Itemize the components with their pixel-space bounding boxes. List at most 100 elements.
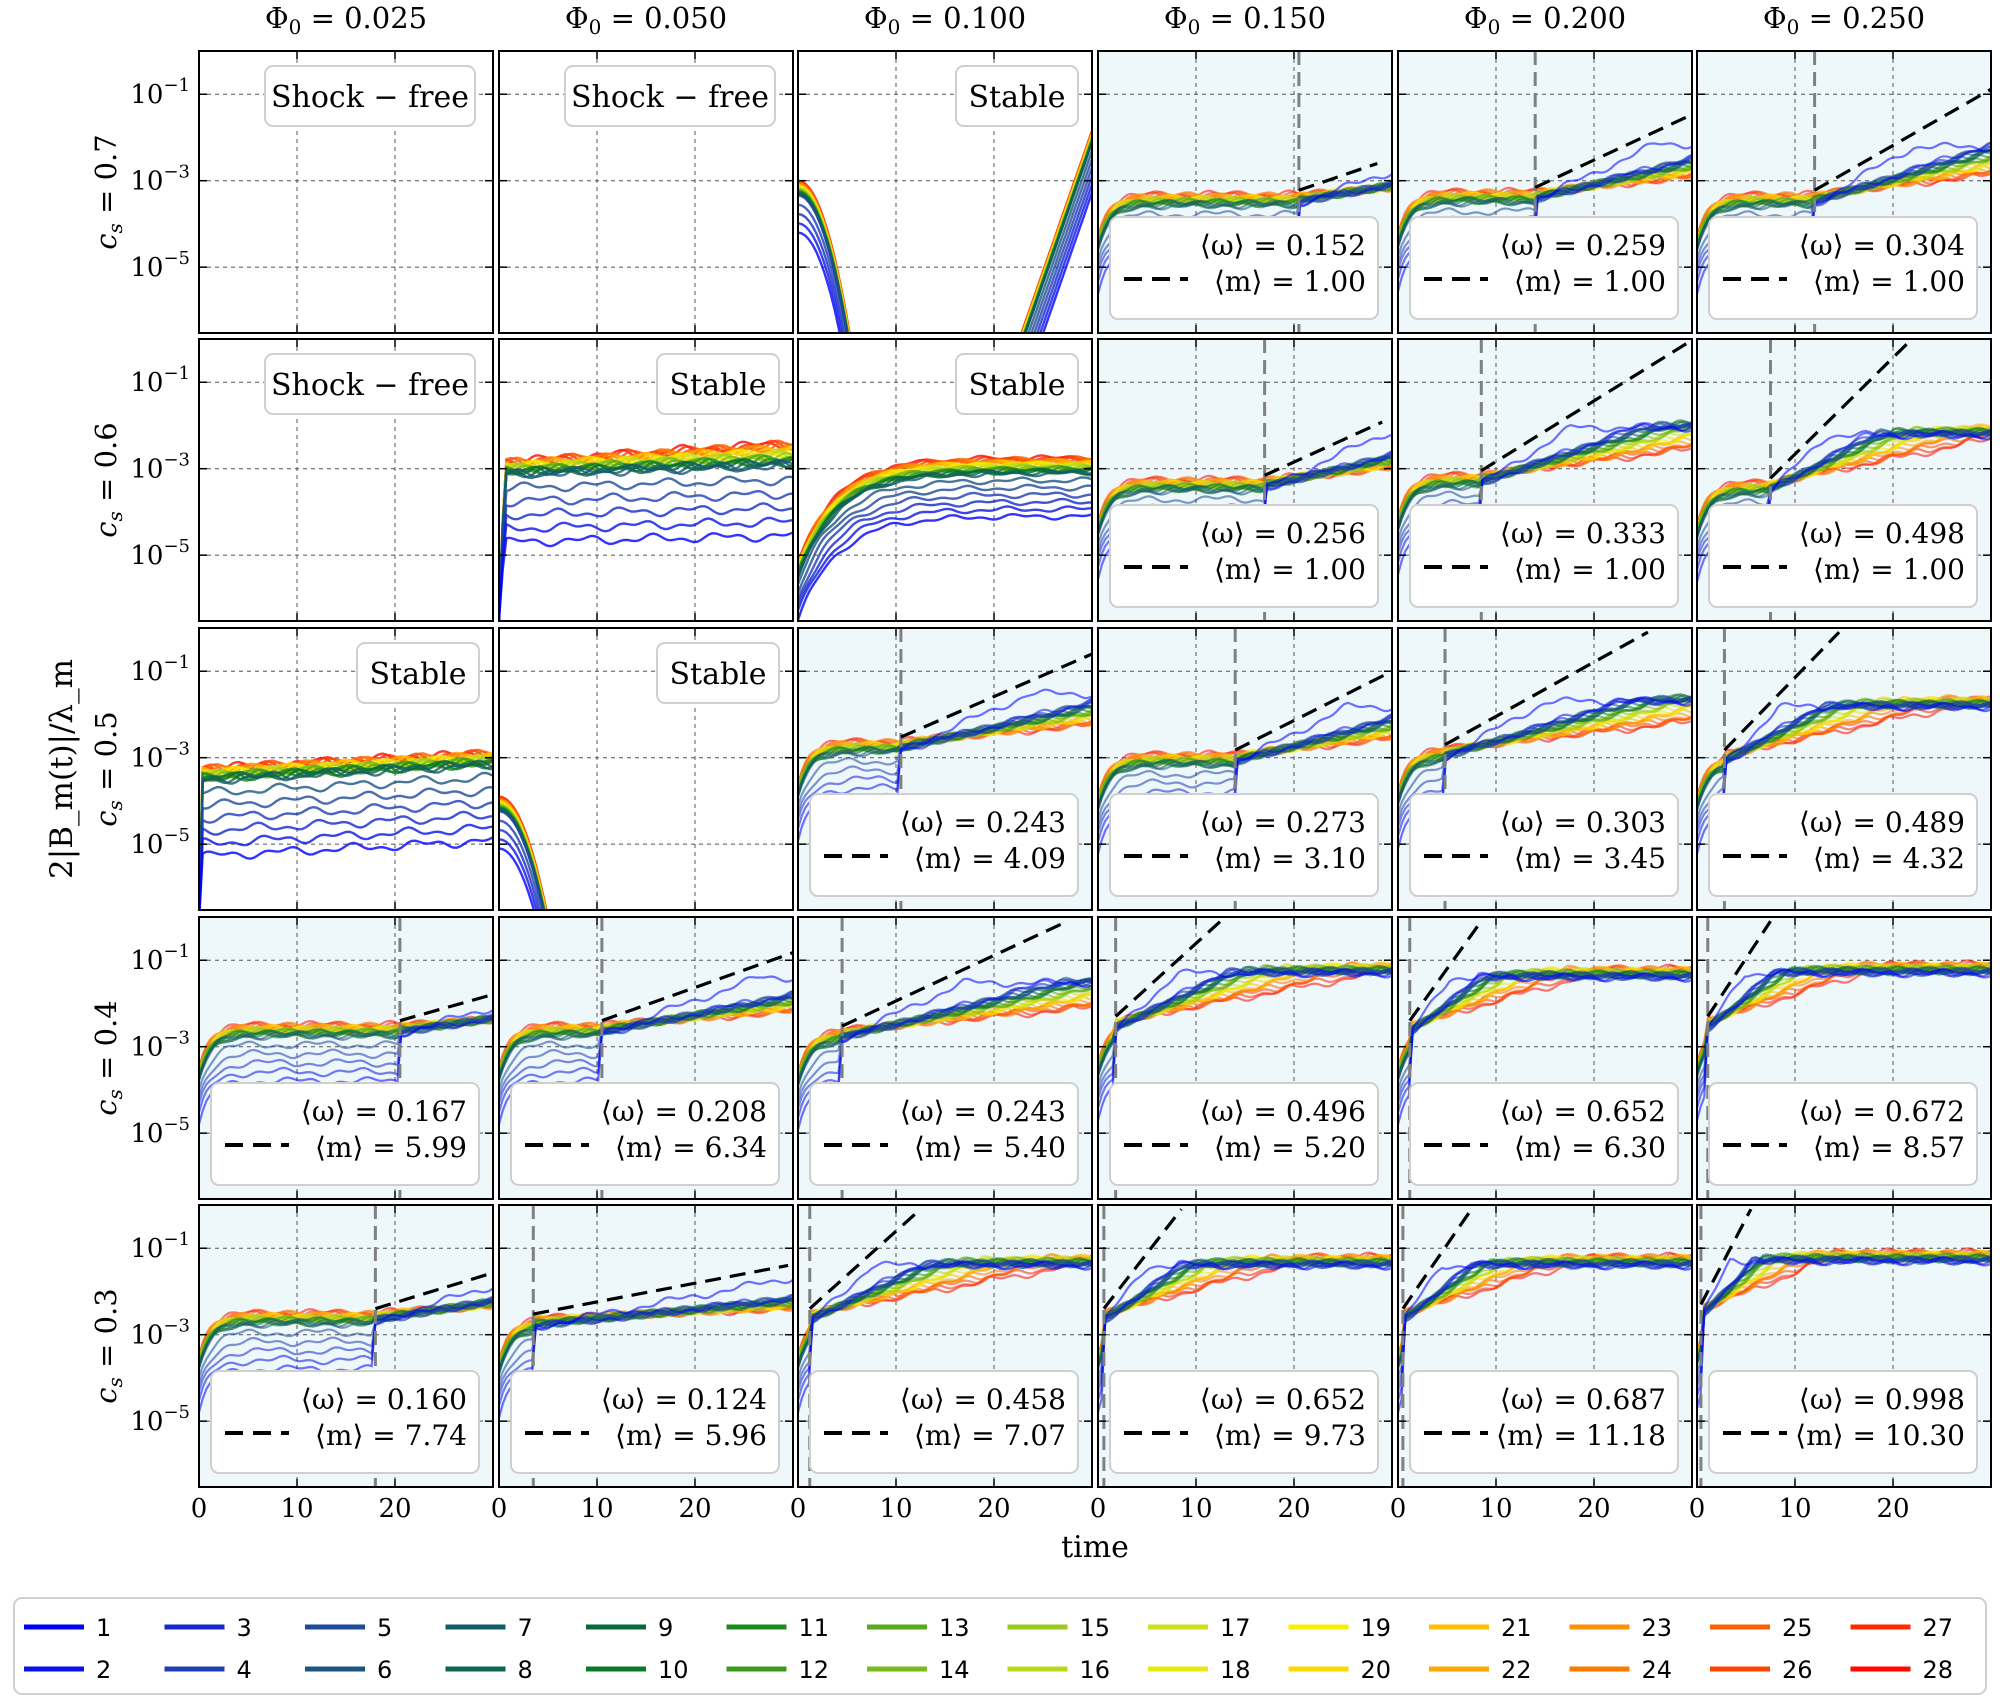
mode-curve-4 (199, 1295, 493, 1385)
x-tick-label: 10 (1778, 1494, 1811, 1524)
y-tick-label: 10−3 (130, 1316, 190, 1351)
mode-curve-1 (199, 836, 493, 910)
panel-grid: Shock − free Shock − free Stable ⟨ω⟩ = 0.15… (198, 50, 1992, 1488)
mode-curves (1697, 917, 1991, 1199)
fit-legend-box (1409, 504, 1679, 608)
omega-value: ⟨ω⟩ = 0.303 (1500, 806, 1666, 839)
panel-frame (1097, 338, 1393, 622)
state-label: Shock − free (571, 80, 769, 115)
growth-fit-line (1723, 631, 1841, 752)
omega-value: ⟨ω⟩ = 0.498 (1799, 517, 1965, 550)
mode-curve-6 (499, 459, 793, 621)
state-label: Stable (669, 368, 766, 403)
m-value: ⟨m⟩ = 7.74 (315, 1419, 467, 1452)
mode-curve-2 (499, 516, 793, 621)
mode-curve-6 (1098, 456, 1392, 535)
omega-value: ⟨ω⟩ = 0.243 (900, 806, 1066, 839)
mode-curves (1098, 917, 1392, 1199)
m-value: ⟨m⟩ = 5.40 (914, 1131, 1066, 1164)
mode-curves (499, 917, 793, 1199)
fit-legend-box (1409, 793, 1679, 897)
panel-frame (797, 627, 1093, 911)
legend: 1234567891011121314151617181920212223242… (13, 1597, 1987, 1695)
mode-curve-2 (798, 699, 1092, 829)
x-tick-label: 0 (1390, 1494, 1407, 1524)
panel-frame (1696, 627, 1992, 911)
fit-legend-box (1708, 216, 1978, 320)
mode-curve-7 (199, 759, 493, 910)
legend-label: 18 (1220, 1656, 1251, 1684)
x-tick-label: 10 (879, 1494, 912, 1524)
mode-curve-4 (1398, 421, 1692, 547)
panel-frame (1696, 1204, 1992, 1488)
mode-curve-8 (798, 468, 1092, 578)
x-tick-label: 20 (1577, 1494, 1610, 1524)
column-header: Φ0 = 0.050 (565, 1, 727, 39)
mode-curve-1 (1697, 701, 1991, 855)
column-header: Φ0 = 0.150 (1164, 1, 1326, 39)
mode-curves (1398, 628, 1692, 910)
mode-curve-10 (199, 759, 493, 910)
legend-label: 5 (377, 1614, 392, 1642)
legend-label: 25 (1782, 1614, 1813, 1642)
mode-curve-4 (798, 167, 1092, 333)
y-tick-label: 10−3 (130, 162, 190, 197)
panel-r5-c1: ⟨ω⟩ = 0.160⟨m⟩ = 7.74 (198, 1204, 494, 1488)
growth-fit-line (1769, 342, 1909, 480)
mode-curves (798, 917, 1092, 1199)
mode-curve-4 (499, 489, 793, 621)
growth-fit-line (533, 1263, 789, 1316)
state-label-box (955, 353, 1079, 415)
legend-label: 3 (237, 1614, 252, 1642)
fit-legend-box (809, 793, 1079, 897)
fit-legend-box (1109, 1082, 1379, 1186)
mode-curve-4 (199, 799, 493, 910)
legend-label: 10 (658, 1656, 689, 1684)
fit-legend-box (1708, 1370, 1978, 1474)
y-tick-label: 10−3 (130, 450, 190, 485)
panel-r5-c2: ⟨ω⟩ = 0.124⟨m⟩ = 5.96 (498, 1204, 794, 1488)
legend-label: 9 (658, 1614, 673, 1642)
x-tick-label: 0 (191, 1494, 208, 1524)
panel-r2-c3: Stable (797, 338, 1093, 622)
legend-label: 15 (1080, 1614, 1111, 1642)
panel-r4-c2: ⟨ω⟩ = 0.208⟨m⟩ = 6.34 (498, 916, 794, 1200)
y-tick-label: 10−5 (130, 1402, 190, 1437)
x-tick-label: 10 (580, 1494, 613, 1524)
growth-fit-line (1234, 669, 1392, 752)
state-label: Shock − free (271, 80, 469, 115)
mode-curve-16 (798, 986, 1092, 1080)
m-value: ⟨m⟩ = 1.00 (1214, 265, 1366, 298)
m-value: ⟨m⟩ = 3.10 (1214, 842, 1366, 875)
m-value: ⟨m⟩ = 1.00 (1514, 553, 1666, 586)
fit-legend-box (1708, 1082, 1978, 1186)
panel-frame (1397, 916, 1693, 1200)
growth-fit-line (1813, 87, 1991, 192)
mode-curve-8 (199, 761, 493, 910)
mode-curve-3 (199, 1295, 493, 1391)
omega-value: ⟨ω⟩ = 0.458 (900, 1383, 1066, 1416)
omega-value: ⟨ω⟩ = 0.333 (1500, 517, 1666, 550)
panel-frame (797, 916, 1093, 1200)
m-value: ⟨m⟩ = 1.00 (1813, 265, 1965, 298)
panel-r1-c6: ⟨ω⟩ = 0.304⟨m⟩ = 1.00 (1696, 50, 1992, 334)
legend-label: 27 (1923, 1614, 1954, 1642)
column-header: Φ0 = 0.250 (1763, 1, 1925, 39)
mode-curve-7 (798, 469, 1092, 577)
panel-frame (1397, 50, 1693, 334)
fit-legend-box (510, 1082, 780, 1186)
growth-fit-line (1401, 1208, 1473, 1310)
fit-legend-box (1708, 793, 1978, 897)
column-header: Φ0 = 0.100 (864, 1, 1026, 39)
gridlines (499, 628, 793, 910)
m-value: ⟨m⟩ = 1.00 (1514, 265, 1666, 298)
omega-value: ⟨ω⟩ = 0.687 (1500, 1383, 1666, 1416)
mode-curve-2 (199, 823, 493, 910)
x-tick-label: 20 (977, 1494, 1010, 1524)
y-axis-label: 2|B_m(t)|/λ_m (44, 659, 80, 879)
mode-curve-6 (798, 150, 1092, 333)
legend-label: 26 (1782, 1656, 1813, 1684)
mode-curve-5 (798, 483, 1092, 593)
fit-legend-box (1109, 504, 1379, 608)
x-tick-label: 20 (1277, 1494, 1310, 1524)
